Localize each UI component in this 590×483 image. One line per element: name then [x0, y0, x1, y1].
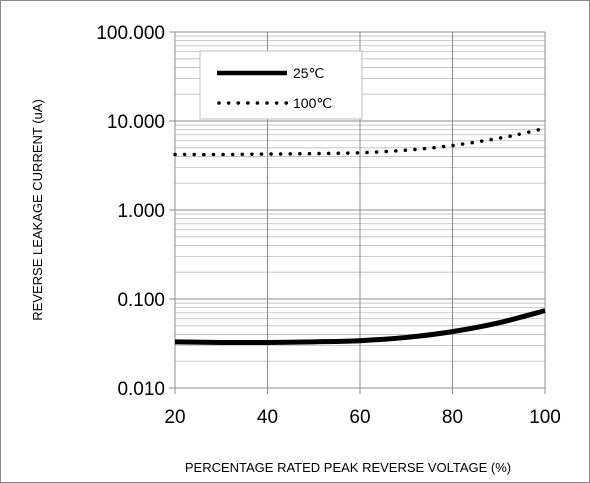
series-line-1: [173, 126, 547, 157]
x-tick-labels: 20 40 60 80 100: [164, 407, 560, 428]
y-tick-labels: 0.010 0.100 1.000 10.000 100.000: [96, 23, 165, 400]
x-tick-label: 80: [442, 407, 463, 428]
x-tick-label: 20: [164, 407, 185, 428]
y-tick-label: 0.100: [117, 290, 165, 311]
y-tick-label: 10.000: [107, 112, 165, 133]
legend: 25℃ 100℃: [199, 50, 363, 120]
x-axis-title: PERCENTAGE RATED PEAK REVERSE VOLTAGE (%…: [185, 460, 511, 475]
series-line-0: [174, 308, 546, 346]
y-tick-label: 100.000: [96, 23, 165, 44]
x-tick-label: 100: [529, 407, 561, 428]
y-tick-label: 1.000: [117, 201, 165, 222]
y-tick-label: 0.010: [117, 379, 165, 400]
y-axis-title: REVERSE LEAKAGE CURRENT (uA): [30, 99, 45, 321]
legend-label-100c: 100℃: [293, 95, 332, 111]
x-tick-label: 60: [349, 407, 370, 428]
legend-box: [199, 50, 363, 120]
x-tick-label: 40: [257, 407, 278, 428]
axes: [169, 31, 546, 394]
legend-label-25c: 25℃: [293, 65, 324, 81]
series-lines: [173, 126, 547, 346]
